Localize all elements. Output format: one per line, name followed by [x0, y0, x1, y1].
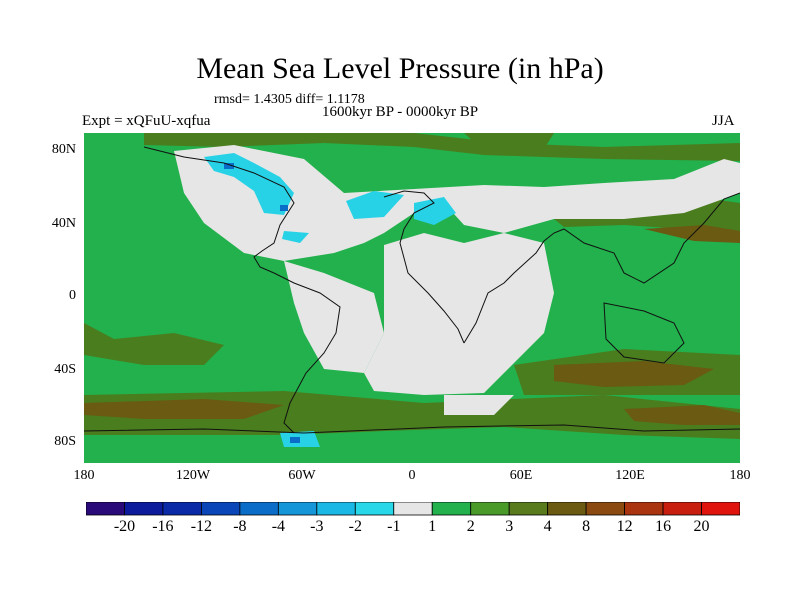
- colorbar-box: [508, 502, 549, 516]
- lat-tick-40n: 40N: [51, 216, 76, 231]
- colorbar-box: [431, 502, 472, 516]
- colorbar-label: 2: [466, 518, 475, 535]
- period-text: 1600kyr BP - 0000kyr BP: [321, 104, 479, 120]
- colorbar-label: 1: [428, 518, 437, 535]
- colorbar-label: -12: [190, 518, 213, 535]
- colorbar-box: [239, 502, 279, 516]
- lon-tick-120e: 120E: [615, 468, 645, 483]
- colorbar-label: -20: [113, 518, 136, 535]
- colorbar-box: [162, 502, 202, 516]
- lat-tick-40s: 40S: [54, 362, 76, 377]
- colorbar-box: [393, 502, 433, 516]
- colorbar-box: [316, 502, 356, 516]
- pressure-map: [84, 133, 740, 463]
- near-zero-regions: [174, 145, 740, 415]
- colorbar-box: [86, 502, 125, 516]
- colorbar-label: 20: [693, 518, 710, 535]
- lon-tick-60w: 60W: [288, 468, 316, 483]
- colorbar-label: 8: [582, 518, 591, 535]
- colorbar-label: -2: [348, 518, 362, 535]
- lat-tick-80s: 80S: [54, 434, 76, 449]
- colorbar-box: [547, 502, 587, 516]
- colorbar-label: 16: [655, 518, 672, 535]
- colorbar-label: 3: [505, 518, 514, 535]
- colorbar-box: [585, 502, 625, 516]
- blue-speckles: [224, 163, 300, 443]
- lat-tick-0: 0: [69, 288, 76, 303]
- lat-tick-80n: 80N: [51, 142, 76, 157]
- colorbar-box: [354, 502, 395, 516]
- colorbar-label: -1: [387, 518, 401, 535]
- stats-text: rmsd= 1.4305 diff= 1.1178: [214, 92, 365, 107]
- colorbar-label: -4: [271, 518, 286, 535]
- colorbar-box: [624, 502, 664, 516]
- brown-regions: [84, 225, 740, 425]
- lon-tick-60e: 60E: [509, 468, 533, 483]
- map-title: Mean Sea Level Pressure (in hPa): [196, 52, 604, 85]
- colorbar-box: [470, 502, 510, 516]
- experiment-label: Expt = xQFuU-xqfua: [82, 113, 211, 129]
- lon-tick-180e: 180: [729, 468, 751, 483]
- lon-tick-0: 0: [408, 468, 416, 483]
- colorbar-box: [201, 502, 241, 516]
- coastlines: [84, 146, 740, 434]
- lon-tick-180w: 180: [73, 468, 95, 483]
- colorbar-box: [701, 502, 740, 516]
- lon-tick-120w: 120W: [175, 468, 211, 483]
- colorbar-label: -16: [152, 518, 174, 535]
- colorbar-box: [124, 502, 164, 516]
- colorbar: [86, 502, 740, 516]
- colorbar-label: 12: [616, 518, 633, 535]
- colorbar-label: -8: [233, 518, 247, 535]
- colorbar-box: [277, 502, 318, 516]
- colorbar-label: -3: [310, 518, 324, 535]
- season-label: JJA: [712, 113, 735, 129]
- colorbar-box: [662, 502, 702, 516]
- colorbar-label: 4: [543, 518, 552, 535]
